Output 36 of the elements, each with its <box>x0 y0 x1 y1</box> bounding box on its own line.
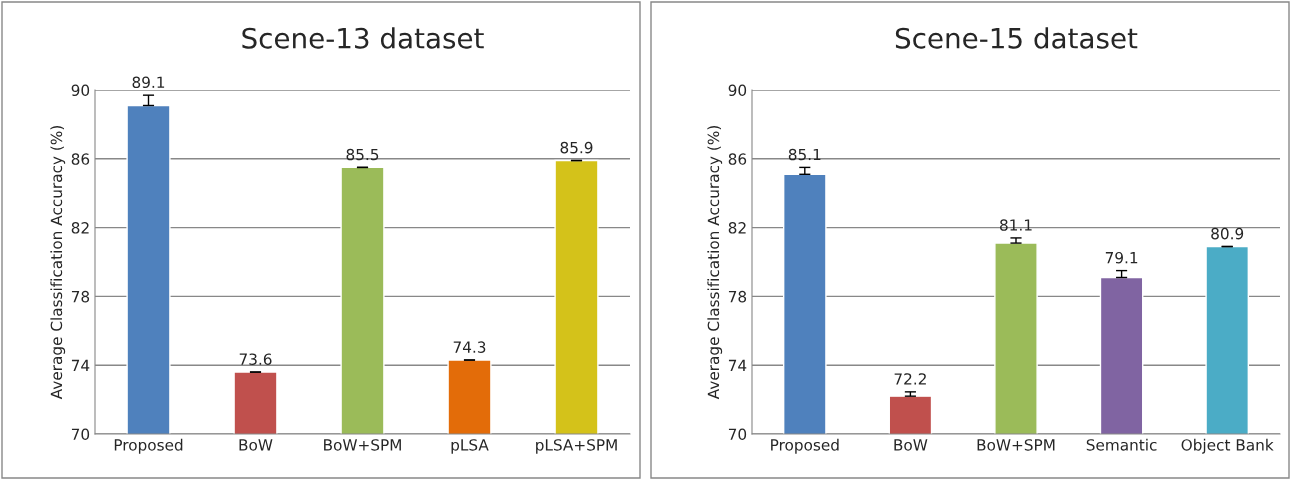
x-tick-label: Proposed <box>771 438 839 454</box>
data-label: 73.6 <box>239 353 272 365</box>
data-label: 89.1 <box>132 76 165 89</box>
data-label: 85.5 <box>346 148 379 161</box>
x-tick-label: Semantic <box>1086 438 1157 451</box>
x-tick-label: BoW <box>894 439 928 451</box>
y-tick-label: 86 <box>728 153 747 165</box>
data-label: 81.1 <box>1000 219 1032 231</box>
data-label: 79.1 <box>1105 251 1138 264</box>
chart-title: Scene-13 dataset <box>242 27 484 49</box>
y-tick-label: 82 <box>728 222 746 234</box>
data-label: 85.9 <box>560 141 593 154</box>
data-label: 80.9 <box>1211 227 1244 240</box>
x-tick-label: Proposed <box>114 438 183 454</box>
y-tick-label: 78 <box>728 290 747 303</box>
y-tick-label: 86 <box>71 153 90 165</box>
x-tick-label: Object Bank <box>1181 438 1274 454</box>
y-tick-label: 78 <box>71 290 90 303</box>
data-label: 72.2 <box>894 373 926 385</box>
data-label: 74.3 <box>453 341 486 353</box>
y-axis-title: Average Classification Accuracy (%) <box>707 126 723 400</box>
x-tick-label: pLSA <box>451 439 489 454</box>
data-label: 85.1 <box>788 148 821 161</box>
x-tick-label: BoW+SPM <box>977 439 1055 451</box>
y-axis-title: Average Classification Accuracy (%) <box>50 126 66 400</box>
y-tick-label: 74 <box>728 359 747 371</box>
y-tick-label: 82 <box>71 222 89 234</box>
y-tick-label: 70 <box>728 428 747 441</box>
x-tick-label: pLSA+SPM <box>536 439 617 454</box>
y-tick-label: 70 <box>71 428 90 441</box>
chart-title: Scene-15 dataset <box>895 27 1138 49</box>
x-tick-label: BoW <box>239 439 273 451</box>
y-tick-label: 90 <box>71 84 90 97</box>
y-tick-label: 90 <box>728 84 747 97</box>
x-tick-label: BoW+SPM <box>324 439 401 451</box>
y-tick-label: 74 <box>71 359 90 371</box>
